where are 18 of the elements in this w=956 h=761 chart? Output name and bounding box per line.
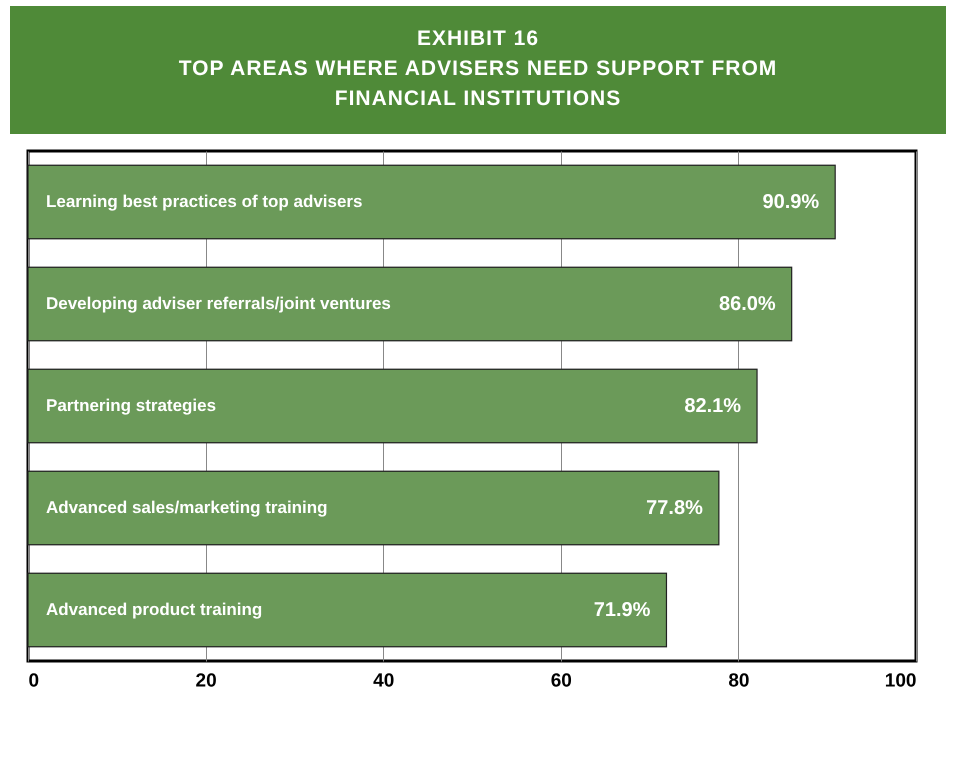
chart-subtitle: TOP AREAS WHERE ADVISERS NEED SUPPORT FROM FINANCIAL INSTITUTIONS	[178, 56, 778, 112]
x-tick-label: 40	[373, 670, 394, 692]
data-label: 86.0%	[718, 293, 776, 315]
x-tick-label: 80	[728, 670, 750, 692]
data-label: 77.8%	[646, 497, 704, 519]
x-tick-label: 0	[28, 670, 40, 692]
y-tick-label: Advanced sales/marketing training	[46, 498, 328, 517]
y-tick-label: Partnering strategies	[46, 396, 216, 415]
data-label: 90.9%	[762, 191, 820, 213]
data-label: 71.9%	[594, 599, 651, 621]
x-tick-label: 100	[884, 670, 916, 692]
y-tick-label: Developing adviser referrals/joint ventures	[46, 294, 391, 313]
y-tick-label: Advanced product training	[46, 600, 262, 619]
data-label: 82.1%	[684, 395, 742, 417]
x-tick-label: 20	[196, 670, 217, 692]
y-tick-label: Learning best practices of top advisers	[46, 192, 362, 211]
x-tick-label: 60	[550, 670, 572, 692]
chart-title: EXHIBIT 16	[416, 26, 540, 52]
